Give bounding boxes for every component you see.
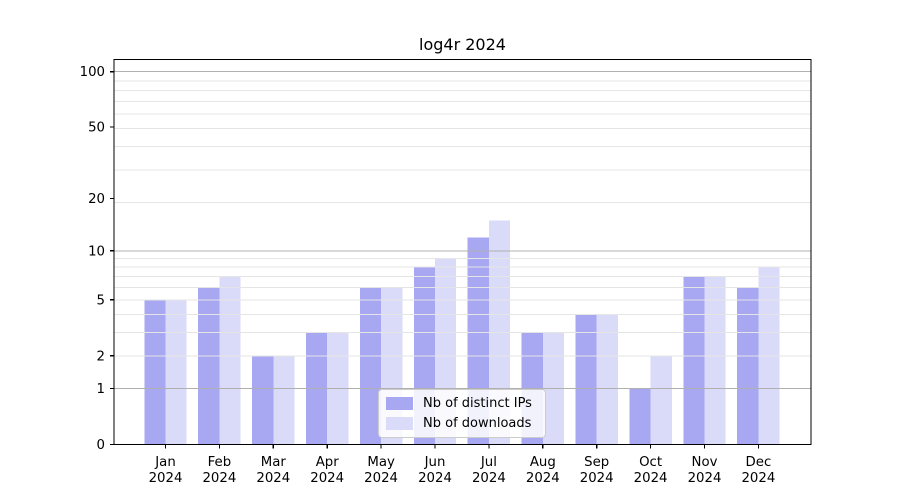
x-tick-label: Sep 2024	[580, 455, 614, 486]
bar-mar-distinct-ips	[252, 355, 274, 445]
legend-item-downloads: Nb of downloads	[386, 416, 537, 431]
x-tick-label: Jun 2024	[418, 455, 452, 486]
legend-label-downloads: Nb of downloads	[423, 416, 532, 431]
y-tick-label: 10	[88, 244, 105, 259]
y-tick-label: 0	[97, 438, 105, 453]
plot-border	[113, 58, 812, 446]
bar-sep-downloads	[596, 314, 618, 445]
y-tick-label: 2	[97, 349, 105, 364]
x-tick-label: Feb 2024	[202, 455, 236, 486]
x-tick-label: Dec 2024	[741, 455, 775, 486]
x-tick-label: Apr 2024	[310, 455, 344, 486]
bar-jan-downloads	[165, 299, 187, 445]
legend: Nb of distinct IPs Nb of downloads	[378, 389, 546, 438]
y-tick-label: 1	[97, 382, 105, 397]
y-tick-label: 50	[88, 120, 105, 135]
x-tick-label: Oct 2024	[634, 455, 668, 486]
legend-item-distinct-ips: Nb of distinct IPs	[386, 396, 537, 411]
bar-feb-distinct-ips	[198, 287, 220, 445]
bar-dec-distinct-ips	[737, 287, 759, 445]
bar-may-distinct-ips	[359, 287, 382, 445]
y-tick-label: 5	[97, 293, 105, 308]
x-tick-label: Jan 2024	[149, 455, 183, 486]
chart-title: log4r 2024	[419, 35, 506, 54]
bar-nov-distinct-ips	[683, 276, 705, 445]
bar-sep-distinct-ips	[575, 314, 597, 445]
x-tick-label: Aug 2024	[526, 455, 560, 486]
x-tick-label: May 2024	[364, 455, 398, 486]
y-tick-label: 20	[88, 192, 105, 207]
legend-swatch-downloads	[386, 417, 413, 430]
bar-oct-downloads	[650, 355, 672, 445]
y-tick-label: 100	[80, 65, 105, 80]
bar-oct-distinct-ips	[629, 388, 651, 445]
legend-swatch-distinct-ips	[386, 397, 413, 410]
x-tick-label: Mar 2024	[256, 455, 290, 486]
bar-nov-downloads	[704, 276, 726, 445]
bar-feb-downloads	[219, 276, 241, 445]
legend-label-distinct-ips: Nb of distinct IPs	[423, 396, 532, 411]
x-tick-label: Nov 2024	[688, 455, 722, 486]
x-tick-label: Jul 2024	[472, 455, 506, 486]
bar-jan-distinct-ips	[144, 299, 166, 445]
bar-mar-downloads	[273, 355, 295, 445]
